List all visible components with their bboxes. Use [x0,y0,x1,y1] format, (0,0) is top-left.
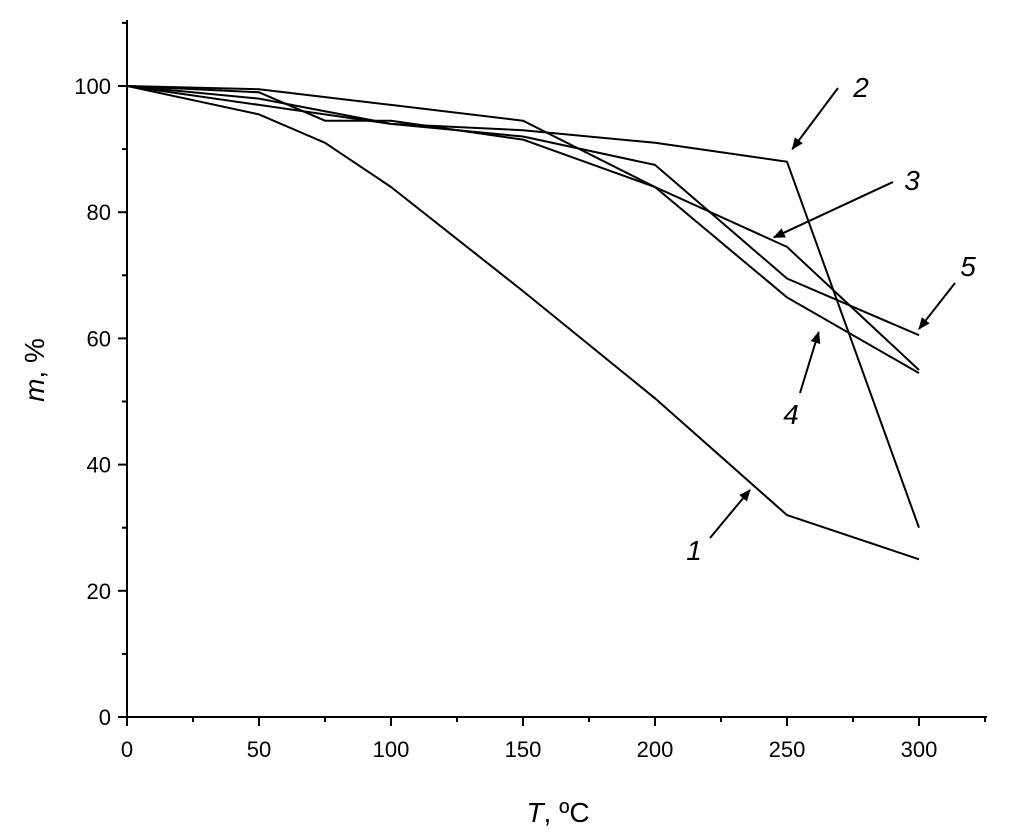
y-tick-label: 0 [99,705,111,730]
x-tick-label: 300 [901,737,938,762]
y-tick-label: 40 [87,453,111,478]
annotation-label-1: 1 [686,535,702,566]
annotation-arrow-5 [918,282,956,330]
annotation-arrow-1 [709,489,751,539]
annotation-label-4: 4 [783,399,799,430]
x-axis-var: T [526,797,545,828]
x-axis-unit: , ºC [544,797,590,828]
annotation-label-2: 2 [852,72,869,103]
annotation-arrow-4 [799,331,821,394]
y-tick-label: 20 [87,579,111,604]
series-line-5 [126,85,920,337]
y-axis-unit: , % [19,338,50,378]
x-axis-title: T, ºC [526,797,589,828]
y-tick-label: 60 [87,326,111,351]
series-line-4 [126,85,920,374]
x-tick-label: 100 [373,737,410,762]
y-axis-title: m, % [19,338,50,402]
annotation-label-3: 3 [904,165,920,196]
series-line-3 [126,85,920,371]
y-tick-label: 80 [87,200,111,225]
series-line-1 [126,85,920,561]
series-line-2 [126,85,920,529]
ticks: 0 50 100 150 200 250 300 0 20 40 60 80 100 [74,21,986,762]
y-axis-var: m [19,379,50,402]
axes [126,20,987,718]
y-tick-label: 100 [74,74,111,99]
annotation-arrow-2 [791,87,839,150]
annotations: 1 2 3 4 5 [686,72,976,566]
x-tick-label: 150 [505,737,542,762]
annotation-arrow-3 [772,181,894,239]
annotation-label-5: 5 [960,251,976,282]
x-tick-label: 0 [121,737,133,762]
x-tick-label: 200 [637,737,674,762]
x-tick-label: 250 [769,737,806,762]
x-tick-label: 50 [247,737,271,762]
series-lines [126,85,920,561]
